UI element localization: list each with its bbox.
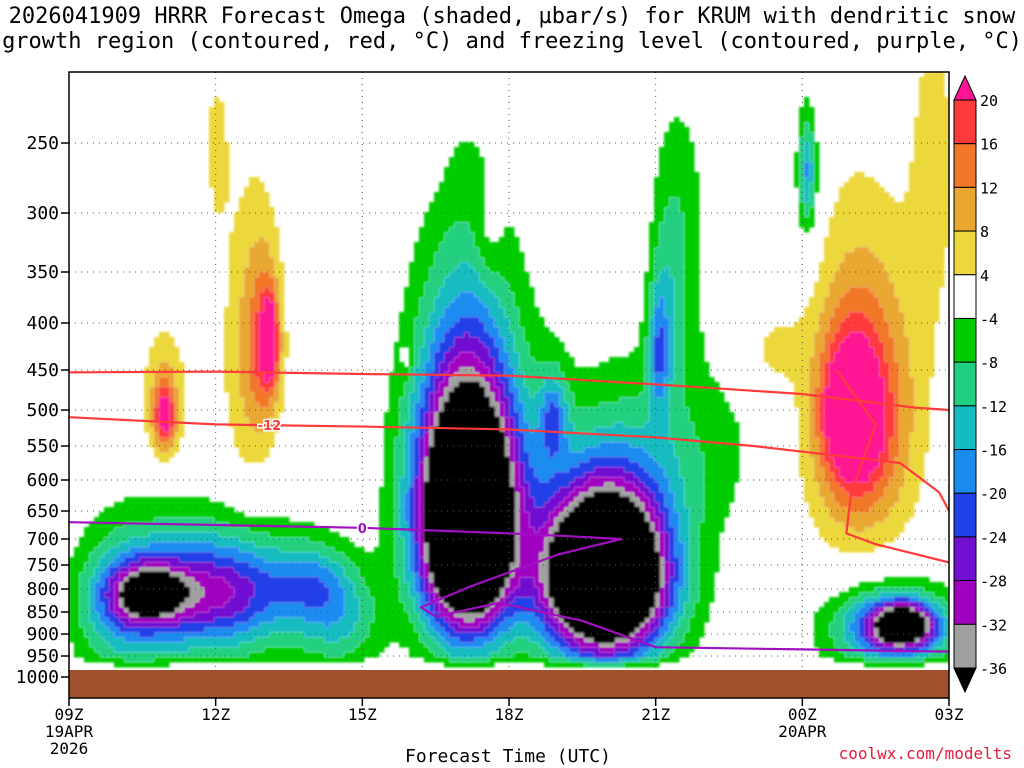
y-tick-label-900: 900 xyxy=(26,624,59,645)
y-tick-label-550: 550 xyxy=(26,436,59,457)
title-line-2: growth region (contoured, red, °C) and f… xyxy=(2,29,1022,54)
y-tick-label-1000: 1000 xyxy=(16,667,59,688)
colorbar-bin-7 xyxy=(953,361,977,407)
colorbar-label-5: -4 xyxy=(980,310,998,328)
y-axis: 2503003504004505005506006507007508008509… xyxy=(16,133,69,688)
colorbar-label-13: -36 xyxy=(980,660,1007,678)
colorbar-label-9: -20 xyxy=(980,485,1007,503)
omega-band-11 xyxy=(114,352,935,653)
y-tick-label-500: 500 xyxy=(26,400,59,421)
colorbar-label-0: 20 xyxy=(980,92,998,110)
contour-freezing-level xyxy=(69,521,949,653)
x-tick-label-15-1: 20APR xyxy=(778,722,827,741)
omega-band-1 xyxy=(69,97,949,668)
y-tick-label-350: 350 xyxy=(26,262,59,283)
x-tick-label-9-0: 18Z xyxy=(495,705,524,724)
colorbar-label-2: 12 xyxy=(980,179,998,197)
colorbar-bin-13 xyxy=(953,623,977,669)
y-tick-label-400: 400 xyxy=(26,313,59,334)
contour-dgz-upper xyxy=(69,370,949,412)
colorbar-bin-3 xyxy=(953,186,977,232)
omega-band-9 xyxy=(99,317,940,658)
x-tick-label-6-0: 15Z xyxy=(348,705,377,724)
colorbar-label-7: -12 xyxy=(980,398,1007,416)
colorbar-label-12: -32 xyxy=(980,616,1007,634)
colorbar-bin-2 xyxy=(953,143,977,188)
contour-dgz-lower xyxy=(69,416,949,512)
colorbar-label-4: 4 xyxy=(980,267,989,285)
y-tick-label-450: 450 xyxy=(26,360,59,381)
y-tick-label-600: 600 xyxy=(26,470,59,491)
chart-title: 2026041909 HRRR Forecast Omega (shaded, … xyxy=(0,4,1024,54)
omega-band-0 xyxy=(144,72,949,553)
x-axis-label: Forecast Time (UTC) xyxy=(405,746,611,767)
colorbar-bin-11 xyxy=(953,536,977,582)
colorbar-bin-12 xyxy=(953,580,977,625)
colorbar-bin-1 xyxy=(953,99,977,145)
colorbar-bin-5 xyxy=(953,274,977,319)
y-tick-label-300: 300 xyxy=(26,203,59,224)
colorbar-label-10: -24 xyxy=(980,529,1007,547)
colorbar-bin-9 xyxy=(953,449,977,494)
x-tick-label-15-0: 00Z xyxy=(788,705,817,724)
y-tick-label-800: 800 xyxy=(26,579,59,600)
omega-shading xyxy=(69,72,949,668)
grid-lines xyxy=(69,72,949,670)
colorbar-label-8: -16 xyxy=(980,442,1007,460)
contour-lines: -12 0 xyxy=(69,369,949,653)
contour-label-dgz-lower: -12 xyxy=(258,419,282,434)
terrain-ground xyxy=(69,670,949,698)
colorbar-label-1: 16 xyxy=(980,136,998,154)
contour-dgz-right xyxy=(835,369,949,564)
colorbar-bin-6 xyxy=(953,317,977,363)
colorbar-bin-8 xyxy=(953,405,977,451)
y-tick-label-250: 250 xyxy=(26,133,59,154)
y-tick-label-650: 650 xyxy=(26,501,59,522)
colorbar-label-11: -28 xyxy=(980,573,1007,591)
omega-band-10 xyxy=(104,332,935,658)
title-line-1: 2026041909 HRRR Forecast Omega (shaded, … xyxy=(8,4,1016,29)
colorbar-top-arrow xyxy=(953,74,977,101)
y-tick-label-850: 850 xyxy=(26,602,59,623)
x-tick-label-0-1: 19APR xyxy=(45,722,94,741)
colorbar-bottom-arrow xyxy=(953,667,977,694)
colorbar: 20 16 12 8 4 -4 -8 -12 -16 -20 -24 -28 -32 -36 xyxy=(953,74,1007,694)
x-tick-label-0-0: 09Z xyxy=(55,705,84,724)
y-tick-label-700: 700 xyxy=(26,529,59,550)
colorbar-bin-10 xyxy=(953,492,977,538)
contour-label-freezing-level: 0 xyxy=(358,522,367,537)
colorbar-bin-4 xyxy=(953,230,977,276)
x-tick-label-12-0: 21Z xyxy=(641,705,670,724)
colorbar-label-3: 8 xyxy=(980,223,989,241)
x-tick-label-0-2: 2026 xyxy=(50,739,89,758)
omega-band-5 xyxy=(149,237,915,533)
y-tick-label-950: 950 xyxy=(26,646,59,667)
y-tick-label-750: 750 xyxy=(26,555,59,576)
colorbar-label-6: -8 xyxy=(980,354,998,372)
x-tick-label-3-0: 12Z xyxy=(201,705,230,724)
source-url: coolwx.com/modelts xyxy=(838,744,1012,763)
x-tick-label-18-0: 03Z xyxy=(935,705,964,724)
